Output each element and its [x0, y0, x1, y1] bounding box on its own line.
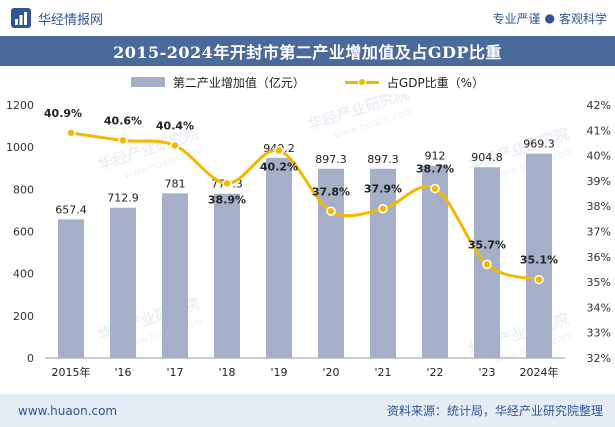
x-tick-label: 2015年: [52, 365, 91, 379]
legend-item-bar[interactable]: 第二产业增加值（亿元）: [130, 74, 305, 91]
line-point: [66, 128, 76, 138]
y-right-tick-label: 35%: [587, 276, 611, 289]
bar: [318, 168, 344, 358]
tagline-left: 专业严谨: [492, 11, 541, 26]
x-tick-label: '17: [166, 366, 183, 379]
bar: [110, 207, 136, 358]
bar: [370, 168, 396, 358]
line-value-label: 38.7%: [416, 162, 454, 175]
bar-value-label: 712.9: [107, 192, 139, 205]
bar-value-label: 657.4: [55, 203, 87, 216]
y-left-tick-label: 600: [13, 226, 34, 239]
chart-plot: 华经产业研究院www.huaon.com华经产业研究院www.huaon.com…: [6, 94, 611, 379]
y-right-tick-label: 34%: [587, 301, 611, 314]
line-point: [482, 259, 492, 270]
bar-value-label: 897.3: [315, 153, 347, 166]
y-left-tick-label: 800: [13, 183, 34, 196]
bar: [526, 153, 552, 358]
line-value-label: 35.1%: [520, 254, 558, 267]
x-tick-label: '16: [114, 366, 131, 379]
line-value-label: 38.9%: [208, 193, 246, 206]
y-right-tick-label: 42%: [587, 99, 611, 112]
line-point: [326, 206, 336, 217]
y-right-tick-label: 40%: [587, 150, 611, 163]
x-tick-label: '20: [322, 366, 339, 379]
y-right-tick-label: 33%: [587, 327, 611, 340]
y-right-tick-label: 37%: [587, 226, 611, 239]
legend-line-label: 占GDP比重（%）: [386, 75, 485, 90]
y-left-tick-label: 0: [27, 352, 34, 365]
x-tick-label: '23: [478, 366, 495, 379]
y-right-tick-label: 41%: [587, 124, 611, 137]
y-right-tick-label: 32%: [587, 352, 611, 365]
line-value-label: 40.2%: [260, 161, 298, 174]
y-left-tick-label: 400: [13, 268, 34, 281]
y-right-tick-label: 38%: [587, 200, 611, 213]
series-line: [70, 131, 540, 282]
x-tick-label: '22: [426, 366, 443, 379]
y-left-tick-label: 200: [13, 310, 34, 323]
legend-bar-swatch: [130, 77, 165, 87]
bar: [58, 219, 84, 358]
line-point: [274, 145, 284, 156]
brand[interactable]: 华经情报网: [10, 7, 103, 29]
bar-value-label: 897.3: [367, 153, 399, 166]
y-left-tick-label: 1000: [6, 141, 34, 154]
tagline-right: 客观科学: [558, 11, 607, 26]
brand-logo-icon: [11, 8, 31, 28]
footer-source: 资料来源：统计局，华经产业研究院整理: [386, 404, 603, 418]
bar: [214, 193, 240, 358]
brand-name: 华经情报网: [38, 12, 104, 28]
line-point: [430, 183, 440, 194]
footer-bar: www.huaon.com 资料来源：统计局，华经产业研究院整理: [0, 394, 615, 427]
legend-item-line[interactable]: 占GDP比重（%）: [344, 74, 485, 91]
line-point: [378, 203, 388, 214]
y-right-tick-label: 36%: [587, 251, 611, 264]
line-point: [222, 178, 232, 189]
y-left-tick-label: 1200: [6, 99, 34, 112]
tagline-separator: ●: [544, 11, 555, 25]
legend-line-swatch: [344, 76, 379, 88]
bar-value-label: 781: [165, 177, 186, 190]
bar: [266, 157, 292, 358]
chart-title: 2015-2024年开封市第二产业增加值及占GDP比重: [0, 36, 615, 66]
line-value-label: 40.9%: [44, 107, 82, 120]
legend-bar-label: 第二产业增加值（亿元）: [172, 75, 305, 90]
x-tick-label: '19: [270, 366, 287, 379]
bar-value-label: 904.8: [471, 151, 503, 164]
y-right-tick-label: 39%: [587, 175, 611, 188]
x-tick-label: '18: [218, 366, 235, 379]
line-point: [170, 140, 180, 151]
bar-value-label: 969.3: [523, 138, 555, 151]
line-value-label: 40.4%: [156, 119, 194, 132]
line-point: [118, 135, 128, 146]
footer-url[interactable]: www.huaon.com: [18, 403, 118, 418]
line-value-label: 37.9%: [364, 183, 402, 196]
x-tick-label: 2024年: [520, 365, 559, 379]
bar: [162, 193, 188, 358]
line-value-label: 37.8%: [312, 185, 350, 198]
x-tick-label: '21: [374, 366, 391, 379]
tagline: 专业严谨 ● 客观科学: [492, 10, 607, 27]
bar-value-label: 912: [425, 150, 446, 163]
line-value-label: 40.6%: [104, 114, 142, 127]
line-value-label: 35.7%: [468, 238, 506, 251]
line-point: [534, 274, 544, 285]
top-header-bar: 华经情报网 专业严谨 ● 客观科学: [0, 0, 615, 36]
chart-legend: 第二产业增加值（亿元） 占GDP比重（%）: [0, 70, 615, 94]
